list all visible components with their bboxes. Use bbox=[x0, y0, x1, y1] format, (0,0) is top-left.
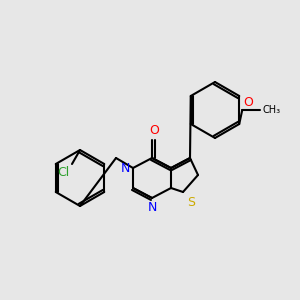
Text: S: S bbox=[187, 196, 195, 209]
Text: O: O bbox=[149, 124, 159, 137]
Text: N: N bbox=[121, 161, 130, 175]
Text: Cl: Cl bbox=[58, 166, 70, 179]
Text: CH₃: CH₃ bbox=[262, 105, 280, 115]
Text: O: O bbox=[243, 96, 253, 109]
Text: N: N bbox=[147, 201, 157, 214]
